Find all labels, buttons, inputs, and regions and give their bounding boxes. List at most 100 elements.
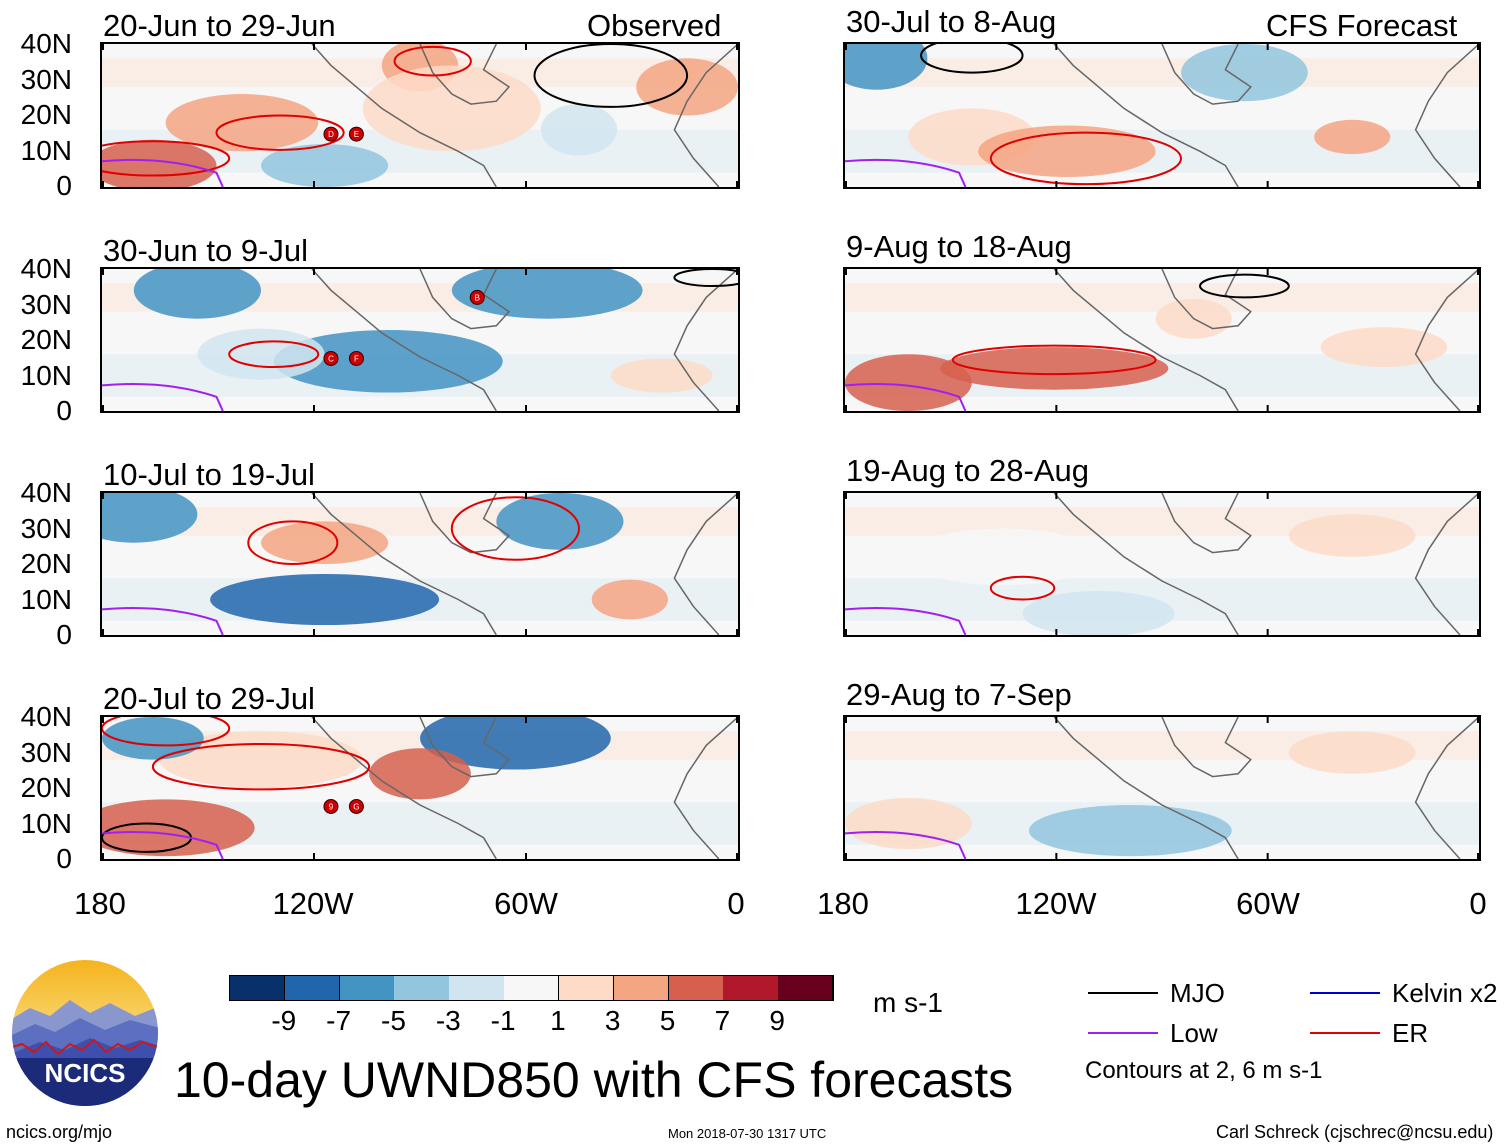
anomaly-shading: [102, 493, 198, 543]
y-tick-label: 30N: [20, 288, 72, 320]
storm-label: B: [475, 293, 480, 302]
low-frequency-contour: [845, 158, 967, 187]
anomaly-map: [845, 493, 1479, 635]
colorbar-swatch: [284, 976, 341, 1000]
anomaly-shading: [1320, 327, 1448, 367]
map-panel-9aug: [843, 267, 1481, 413]
cfs-forecast-label: CFS Forecast: [1266, 8, 1458, 43]
storm-marker: F: [348, 350, 364, 366]
colorbar-tick-label: -9: [271, 1005, 297, 1036]
wave-contour: [673, 269, 738, 288]
low-frequency-contour: [102, 158, 224, 187]
wave-contour: [228, 340, 320, 368]
x-tick-label: 180: [74, 886, 126, 921]
colorbar-tick-label: 5: [659, 1005, 676, 1036]
wave-contour: [450, 496, 580, 561]
site-link[interactable]: ncics.org/mjo: [6, 1122, 113, 1142]
anomaly-shading: [908, 528, 1099, 586]
wave-contour: [989, 575, 1056, 601]
coastline-africa: [673, 44, 738, 187]
storm-label: G: [353, 802, 359, 811]
colorbar-tick-label: -7: [326, 1005, 352, 1036]
panel-title: 29-Aug to 7-Sep: [846, 677, 1072, 712]
coastline-americas: [1053, 493, 1239, 635]
y-tick-label: 30N: [20, 63, 72, 95]
anomaly-shading: [165, 94, 319, 152]
anomaly-shading: [102, 717, 204, 760]
coastline-gulf: [1161, 44, 1252, 105]
coastline-africa: [1414, 44, 1479, 187]
storm-label: 9: [329, 802, 334, 811]
anomaly-shading: [451, 269, 643, 319]
colorbar-tick-label: 3: [604, 1005, 621, 1036]
y-tick-label: 40N: [20, 477, 72, 508]
y-tick-label: 0: [56, 395, 72, 426]
coastline-gulf: [419, 717, 511, 778]
y-tick-label: 10N: [20, 134, 72, 166]
ncics-logo: NCICS: [10, 958, 160, 1108]
coastline-africa: [673, 717, 738, 859]
colorbar-swatch: [613, 976, 670, 1000]
coastline-americas: [311, 493, 497, 635]
figure-title: 10-day UWND850 with CFS forecasts: [174, 1052, 1014, 1108]
wave-contour: [533, 44, 689, 108]
low-frequency-contour: [102, 607, 224, 635]
anomaly-shading: [197, 328, 325, 380]
storm-label: F: [354, 354, 359, 363]
anomaly-map: [845, 269, 1479, 411]
y-tick-label: 20N: [20, 324, 72, 355]
observed-label: Observed: [587, 8, 722, 43]
panel-title: 9-Aug to 18-Aug: [846, 229, 1072, 264]
logo-text: NCICS: [45, 1058, 126, 1088]
author-credit: Carl Schreck (cjschrec@ncsu.edu): [1216, 1122, 1494, 1142]
legend-swatch-kelvin: [1310, 992, 1380, 994]
anomaly-shading: [133, 269, 261, 319]
wave-contour: [393, 45, 472, 77]
legend-label: MJO: [1170, 978, 1225, 1008]
coastline-americas: [311, 717, 497, 859]
coastline-gulf: [419, 493, 511, 554]
coastline-africa: [673, 493, 738, 635]
map-panel-29aug: [843, 715, 1481, 861]
anomaly-map: C F B: [102, 269, 738, 411]
anomaly-shading: [159, 731, 363, 788]
anomaly-band: [102, 507, 738, 536]
anomaly-band: [845, 283, 1479, 312]
anomaly-shading: [845, 44, 928, 90]
map-panel-30jun: C F B: [100, 267, 740, 413]
storm-marker: B: [469, 289, 485, 305]
anomaly-map: [845, 717, 1479, 859]
coastline-africa: [1414, 493, 1479, 635]
y-tick-label: 0: [56, 170, 72, 201]
colorbar-swatch: [230, 976, 286, 1000]
low-frequency-contour: [102, 383, 224, 411]
legend-label: ER: [1392, 1018, 1429, 1048]
map-panel-30jul: [843, 42, 1481, 189]
colorbar-tick-label: 9: [769, 1005, 785, 1036]
coastline-africa: [1414, 269, 1479, 411]
anomaly-shading: [1288, 731, 1416, 774]
storm-marker: 9: [323, 798, 339, 814]
colorbar-tick-label: -5: [381, 1005, 406, 1036]
wave-contour: [1199, 273, 1290, 299]
y-tick-label: 10N: [20, 583, 72, 615]
x-tick-label: 60W: [1236, 886, 1300, 921]
anomaly-shading: [1181, 44, 1308, 102]
x-tick-label: 120W: [272, 886, 354, 921]
y-tick-label: 30N: [20, 512, 72, 544]
y-tick-label: 40N: [20, 253, 72, 284]
wave-contour: [151, 742, 371, 791]
low-frequency-contour: [845, 607, 967, 635]
anomaly-shading: [636, 58, 738, 116]
wave-contour: [215, 114, 345, 151]
coastline-gulf: [419, 269, 511, 330]
coastline-americas: [311, 269, 497, 411]
anomaly-shading: [362, 65, 541, 152]
y-tick-label: 20N: [20, 548, 72, 579]
anomaly-shading: [540, 104, 618, 156]
coastline-gulf: [1161, 493, 1252, 554]
x-tick-label: 120W: [1015, 886, 1097, 921]
